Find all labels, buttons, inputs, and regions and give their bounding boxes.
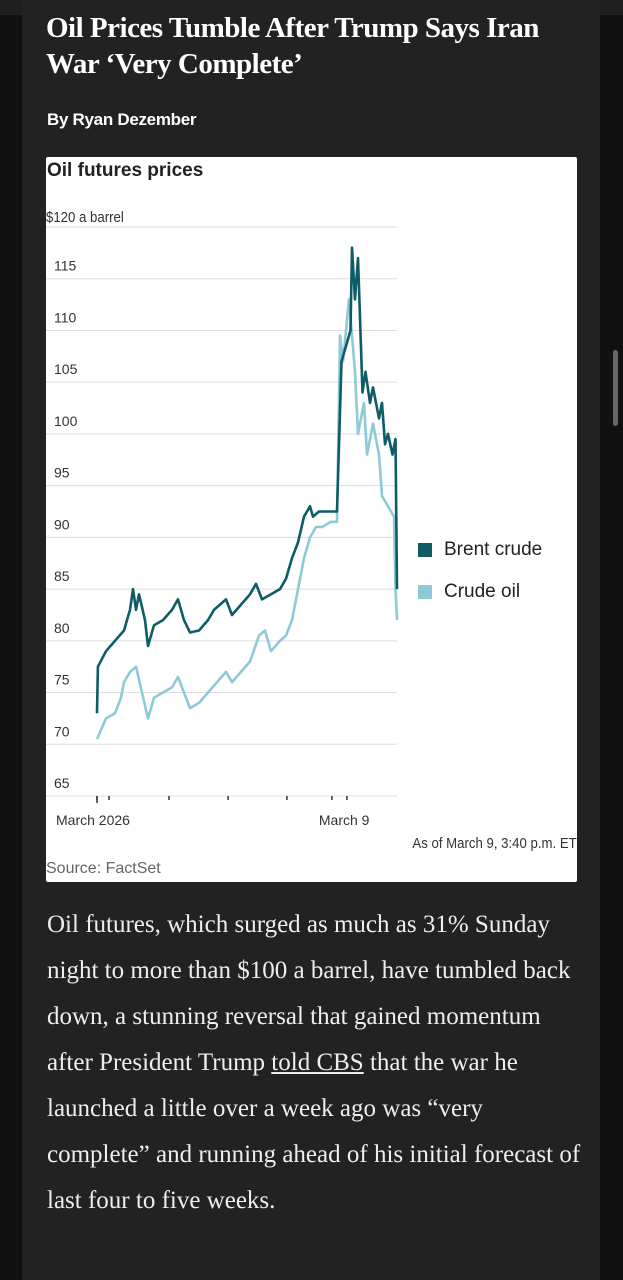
y-tick-label: 65 <box>54 775 70 791</box>
y-axis-unit-label: $120 a barrel <box>46 209 124 226</box>
y-tick-label: 100 <box>54 413 78 429</box>
series-line-crude-oil <box>95 298 399 740</box>
y-tick-label: 80 <box>54 620 70 636</box>
chart-source: Source: FactSet <box>46 860 161 877</box>
headline: Oil Prices Tumble After Trump Says Iran … <box>46 12 539 80</box>
scrollbar[interactable] <box>613 350 618 426</box>
legend-swatch-brent <box>418 543 432 557</box>
chart-svg: 115 110 105 100 95 90 85 80 75 70 65 March 2026 Marc… <box>46 226 399 828</box>
chart-legend: Brent crude Crude oil <box>418 529 542 613</box>
y-tick-label: 90 <box>54 516 70 532</box>
legend-item-crude: Crude oil <box>418 571 542 613</box>
legend-item-brent: Brent crude <box>418 529 542 571</box>
series-line-brent-crude <box>95 246 399 714</box>
article-paragraph: Oil futures, which surged as much as 31%… <box>47 902 587 1224</box>
y-tick-label: 75 <box>54 672 70 688</box>
y-tick-label: 110 <box>54 309 77 325</box>
chart-title: Oil futures prices <box>47 160 204 181</box>
x-tick-label: March 9 <box>319 812 370 828</box>
legend-swatch-crude <box>418 585 432 599</box>
chart-timestamp-note: As of March 9, 3:40 p.m. ET <box>412 835 577 852</box>
y-tick-label: 85 <box>54 568 70 584</box>
paragraph-text-1: Oil futures, which surged as much as 31%… <box>47 911 571 1076</box>
y-tick-label: 105 <box>54 361 78 377</box>
chart-card: 115 110 105 100 95 90 85 80 75 70 65 March 2026 Marc… <box>46 157 577 882</box>
legend-label-brent: Brent crude <box>444 539 543 560</box>
y-tick-label: 115 <box>54 258 77 274</box>
x-tick-label: March 2026 <box>56 812 130 828</box>
y-tick-label: 95 <box>54 465 70 481</box>
told-cbs-link[interactable]: told CBS <box>271 1049 364 1076</box>
legend-label-crude: Crude oil <box>444 581 521 602</box>
byline: By Ryan Dezember <box>47 110 197 129</box>
paragraph-text-2: that the war he launched a little over a… <box>47 1049 581 1214</box>
y-tick-label: 70 <box>54 723 70 739</box>
